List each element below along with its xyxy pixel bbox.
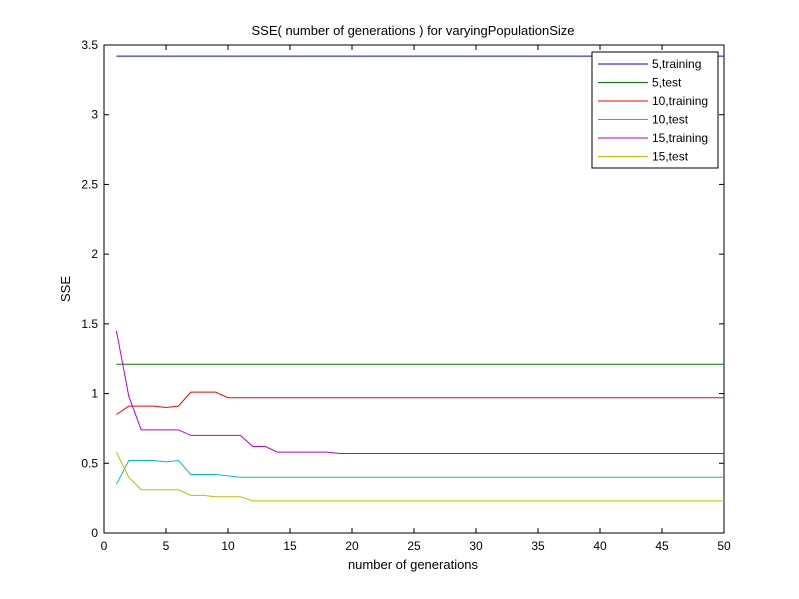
x-tick-label: 40	[593, 539, 607, 553]
x-tick-label: 0	[101, 539, 108, 553]
legend-box	[591, 51, 719, 169]
chart-title: SSE( number of generations ) for varying…	[251, 23, 574, 38]
legend-label-5-training: 5,training	[652, 57, 701, 71]
legend-label-15-training: 15,training	[652, 131, 708, 145]
x-axis-ticks: 0 5 10 15 20 25 30 35 40 45 50	[101, 45, 731, 553]
y-tick-label: 0.5	[81, 456, 98, 470]
y-axis-label: SSE	[58, 276, 73, 302]
series-line-15-test	[115, 451, 724, 502]
y-tick-label: 0	[91, 526, 98, 540]
series-line-15-training	[115, 330, 724, 455]
x-tick-label: 35	[531, 539, 545, 553]
x-tick-label: 50	[717, 539, 731, 553]
x-tick-label: 15	[283, 539, 297, 553]
legend-label-10-test: 10,test	[652, 113, 689, 127]
y-axis-ticks: 0 0.5 1 1.5 2 2.5 3 3.5	[81, 38, 724, 540]
x-axis-label: number of generations	[348, 557, 479, 572]
x-tick-label: 25	[407, 539, 421, 553]
x-tick-label: 10	[221, 539, 235, 553]
legend-label-15-test: 15,test	[652, 150, 689, 164]
x-tick-label: 5	[163, 539, 170, 553]
legend-label-5-test: 5,test	[652, 76, 682, 90]
y-tick-label: 3.5	[81, 38, 98, 52]
series-line-10-training	[116, 391, 724, 415]
series-line-10-test	[115, 459, 724, 485]
y-tick-label: 1.5	[81, 317, 98, 331]
x-tick-label: 30	[469, 539, 483, 553]
series-lines	[115, 55, 724, 502]
legend: 5,training 5,test 10,training 10,test 15,tra…	[591, 51, 719, 169]
x-tick-label: 20	[345, 539, 359, 553]
y-tick-label: 1	[91, 387, 98, 401]
legend-label-10-training: 10,training	[652, 94, 708, 108]
x-tick-label: 45	[655, 539, 669, 553]
y-tick-label: 2.5	[81, 177, 98, 191]
y-tick-label: 3	[91, 108, 98, 122]
y-tick-label: 2	[91, 247, 98, 261]
